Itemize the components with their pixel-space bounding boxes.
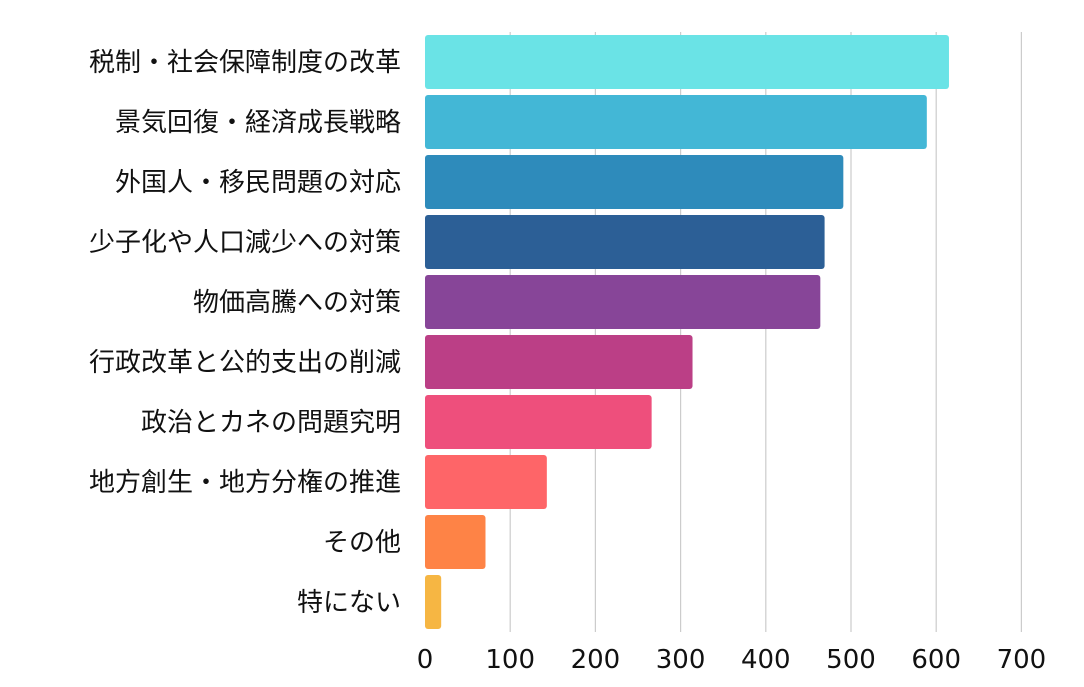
x-tick-label: 0 (417, 645, 434, 675)
category-label: 地方創生・地方分権の推進 (89, 468, 401, 498)
category-label: 税制・社会保障制度の改革 (89, 48, 401, 78)
category-label: 特にない (297, 588, 401, 618)
category-label: 行政改革と公的支出の削減 (89, 348, 401, 378)
bar (425, 95, 927, 149)
category-label: 景気回復・経済成長戦略 (115, 108, 401, 138)
bar (425, 575, 442, 629)
bar (425, 215, 825, 269)
bar (425, 455, 547, 509)
category-label: 少子化や人口減少への対策 (89, 228, 401, 258)
category-label: その他 (323, 528, 401, 558)
bar (425, 515, 486, 569)
bars (425, 35, 949, 629)
x-tick-label: 300 (656, 645, 706, 675)
x-tick-label: 500 (826, 645, 876, 675)
bar (425, 335, 693, 389)
x-tick-label: 200 (571, 645, 621, 675)
x-tick-label: 100 (485, 645, 535, 675)
category-label: 物価高騰への対策 (193, 288, 401, 318)
bar (425, 155, 844, 209)
x-tick-labels: 0 100 200 300 400 500 600 700 (417, 645, 1046, 675)
category-label: 政治とカネの問題究明 (141, 408, 401, 438)
category-label: 外国人・移民問題の対応 (115, 168, 401, 198)
category-labels: 税制・社会保障制度の改革景気回復・経済成長戦略外国人・移民問題の対応少子化や人口… (89, 48, 401, 618)
bar (425, 395, 652, 449)
x-tick-label: 600 (911, 645, 961, 675)
bar (425, 35, 949, 89)
bar (425, 275, 821, 329)
x-tick-label: 700 (997, 645, 1047, 675)
x-tick-label: 400 (741, 645, 791, 675)
